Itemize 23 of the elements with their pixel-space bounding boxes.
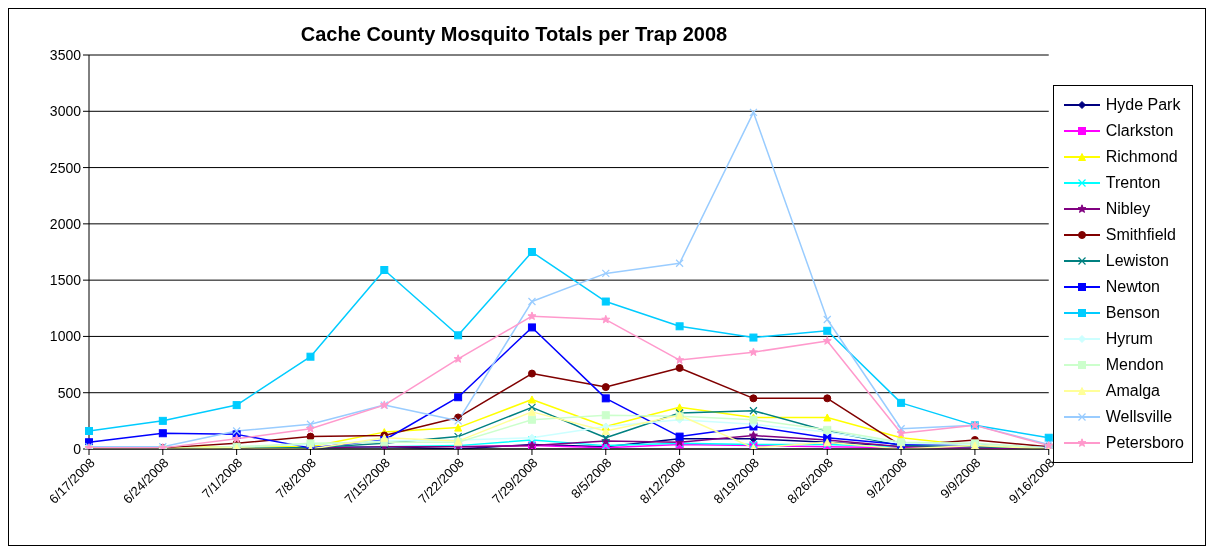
- y-tick-label: 3500: [49, 46, 82, 63]
- y-tick-label: 1500: [49, 272, 82, 289]
- legend-label: Benson: [1105, 304, 1160, 322]
- y-tick-label: 3000: [49, 103, 82, 120]
- y-tick-label: 2500: [49, 159, 82, 176]
- legend-label: Clarkston: [1105, 122, 1174, 140]
- legend-label: Newton: [1105, 278, 1160, 296]
- y-tick-label: 0: [73, 440, 82, 457]
- legend-label: Amalga: [1105, 382, 1160, 400]
- y-tick-label: 1000: [49, 328, 82, 345]
- legend-label: Petersboro: [1105, 434, 1184, 452]
- chart-title: Cache County Mosquito Totals per Trap 2008: [299, 23, 729, 46]
- y-tick-label: 500: [57, 384, 82, 401]
- legend-label: Hyrum: [1105, 330, 1153, 348]
- legend-label: Hyde Park: [1105, 96, 1181, 114]
- y-tick-label: 2000: [49, 215, 82, 232]
- legend-label: Richmond: [1105, 148, 1178, 166]
- legend-label: Nibley: [1105, 200, 1151, 218]
- legend-label: Smithfield: [1105, 226, 1176, 244]
- legend-label: Mendon: [1105, 356, 1164, 374]
- legend-label: Trenton: [1105, 174, 1161, 192]
- legend-label: Wellsville: [1105, 408, 1173, 426]
- legend-label: Lewiston: [1105, 252, 1169, 270]
